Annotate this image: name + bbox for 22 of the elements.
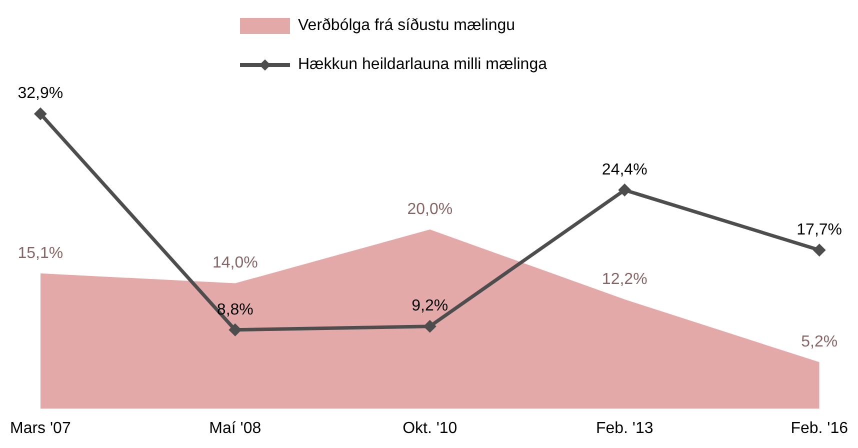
x-tick-label: Feb. '13 xyxy=(596,420,654,437)
legend-label: Hækkun heildarlauna milli mælinga xyxy=(298,56,547,74)
x-tick-label: Feb. '16 xyxy=(790,420,848,437)
point xyxy=(814,244,826,256)
data-label: 9,2% xyxy=(412,298,448,315)
point xyxy=(618,184,630,196)
data-label: 8,8% xyxy=(216,301,254,318)
point xyxy=(34,108,46,120)
legend-label: Verðbólga frá síðustu mælingu xyxy=(298,16,516,34)
data-label: 5,2% xyxy=(801,334,838,351)
x-tick-label: Mars '07 xyxy=(10,420,71,437)
data-label: 12,2% xyxy=(602,270,648,288)
point xyxy=(229,324,241,336)
point xyxy=(424,320,436,332)
x-tick-label: Okt. '10 xyxy=(402,420,458,437)
data-label: 20,0% xyxy=(407,200,453,218)
data-label: 17,7% xyxy=(796,222,842,239)
data-label: 15,1% xyxy=(18,244,64,262)
data-label: 14,0% xyxy=(212,254,258,272)
data-label: 32,9% xyxy=(18,85,64,102)
x-tick-label: Maí '08 xyxy=(209,420,262,437)
data-label: 24,4% xyxy=(602,161,648,178)
